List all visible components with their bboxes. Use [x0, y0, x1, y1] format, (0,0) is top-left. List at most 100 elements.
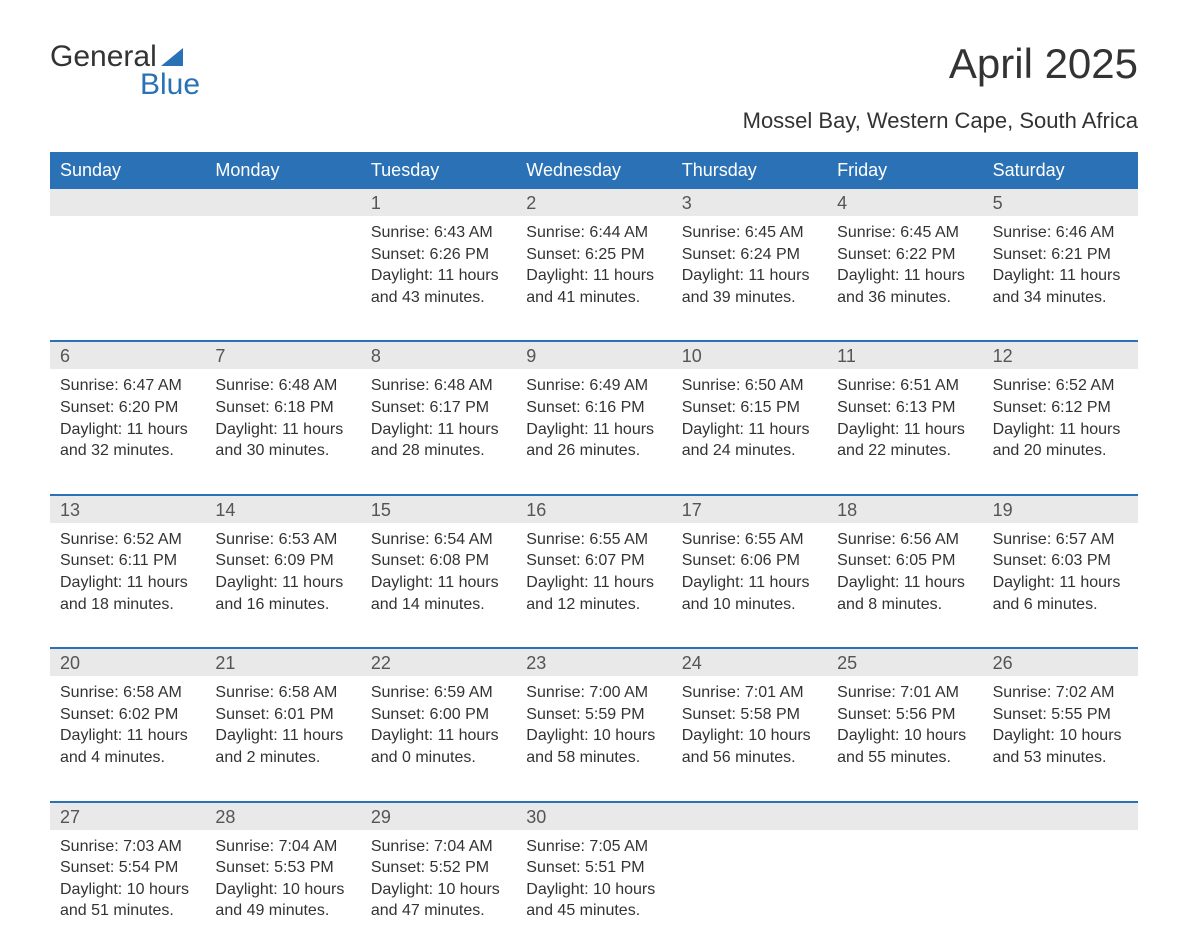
sunrise-line: Sunrise: 6:44 AM	[526, 222, 661, 244]
day-number: 30	[516, 803, 671, 830]
day-number: 14	[205, 496, 360, 523]
daylight-line: Daylight: 11 hours and 12 minutes.	[526, 572, 661, 615]
sunset-line: Sunset: 6:17 PM	[371, 397, 506, 419]
daylight-line: Daylight: 11 hours and 0 minutes.	[371, 725, 506, 768]
daylight-line: Daylight: 10 hours and 56 minutes.	[682, 725, 817, 768]
day-number	[983, 803, 1138, 830]
sunrise-line: Sunrise: 6:55 AM	[682, 529, 817, 551]
day-number: 7	[205, 342, 360, 369]
logo: General Blue	[50, 40, 200, 102]
day-number: 17	[672, 496, 827, 523]
sunset-line: Sunset: 6:05 PM	[837, 550, 972, 572]
daylight-line: Daylight: 11 hours and 39 minutes.	[682, 265, 817, 308]
sunset-line: Sunset: 6:15 PM	[682, 397, 817, 419]
sunset-line: Sunset: 5:53 PM	[215, 857, 350, 879]
day-number: 20	[50, 649, 205, 676]
daylight-line: Daylight: 11 hours and 43 minutes.	[371, 265, 506, 308]
daynum-row: 12345	[50, 189, 1138, 216]
day-number: 19	[983, 496, 1138, 523]
sunrise-line: Sunrise: 6:48 AM	[215, 375, 350, 397]
day-cell: Sunrise: 6:46 AMSunset: 6:21 PMDaylight:…	[983, 216, 1138, 330]
sunset-line: Sunset: 6:20 PM	[60, 397, 195, 419]
day-header: Tuesday	[361, 152, 516, 189]
sunset-line: Sunset: 6:18 PM	[215, 397, 350, 419]
sunrise-line: Sunrise: 6:55 AM	[526, 529, 661, 551]
sunrise-line: Sunrise: 6:58 AM	[60, 682, 195, 704]
daylight-line: Daylight: 11 hours and 30 minutes.	[215, 419, 350, 462]
daylight-line: Daylight: 11 hours and 24 minutes.	[682, 419, 817, 462]
day-number	[50, 189, 205, 216]
daynum-row: 27282930	[50, 803, 1138, 830]
sunset-line: Sunset: 6:25 PM	[526, 244, 661, 266]
day-number: 25	[827, 649, 982, 676]
sunset-line: Sunset: 5:56 PM	[837, 704, 972, 726]
day-cell: Sunrise: 6:55 AMSunset: 6:06 PMDaylight:…	[672, 523, 827, 637]
sunrise-line: Sunrise: 6:54 AM	[371, 529, 506, 551]
page-title: April 2025	[949, 40, 1138, 88]
cells-row: Sunrise: 7:03 AMSunset: 5:54 PMDaylight:…	[50, 830, 1138, 944]
day-number: 27	[50, 803, 205, 830]
day-number	[672, 803, 827, 830]
daynum-row: 20212223242526	[50, 649, 1138, 676]
sunrise-line: Sunrise: 7:00 AM	[526, 682, 661, 704]
sunrise-line: Sunrise: 6:52 AM	[993, 375, 1128, 397]
day-cell: Sunrise: 7:03 AMSunset: 5:54 PMDaylight:…	[50, 830, 205, 944]
sunset-line: Sunset: 6:11 PM	[60, 550, 195, 572]
day-cell: Sunrise: 7:05 AMSunset: 5:51 PMDaylight:…	[516, 830, 671, 944]
day-cell: Sunrise: 7:04 AMSunset: 5:52 PMDaylight:…	[361, 830, 516, 944]
day-header: Saturday	[983, 152, 1138, 189]
sunrise-line: Sunrise: 7:02 AM	[993, 682, 1128, 704]
daylight-line: Daylight: 11 hours and 41 minutes.	[526, 265, 661, 308]
sunset-line: Sunset: 6:16 PM	[526, 397, 661, 419]
sunrise-line: Sunrise: 6:45 AM	[682, 222, 817, 244]
daylight-line: Daylight: 10 hours and 55 minutes.	[837, 725, 972, 768]
cells-row: Sunrise: 6:58 AMSunset: 6:02 PMDaylight:…	[50, 676, 1138, 790]
sunrise-line: Sunrise: 6:46 AM	[993, 222, 1128, 244]
day-header: Friday	[827, 152, 982, 189]
sunrise-line: Sunrise: 7:04 AM	[215, 836, 350, 858]
day-cell: Sunrise: 6:54 AMSunset: 6:08 PMDaylight:…	[361, 523, 516, 637]
day-number: 18	[827, 496, 982, 523]
sunset-line: Sunset: 6:00 PM	[371, 704, 506, 726]
sunset-line: Sunset: 6:06 PM	[682, 550, 817, 572]
sunset-line: Sunset: 5:52 PM	[371, 857, 506, 879]
daylight-line: Daylight: 11 hours and 26 minutes.	[526, 419, 661, 462]
day-cell: Sunrise: 6:57 AMSunset: 6:03 PMDaylight:…	[983, 523, 1138, 637]
sunrise-line: Sunrise: 7:04 AM	[371, 836, 506, 858]
day-cell	[827, 830, 982, 944]
logo-triangle-icon	[161, 48, 183, 66]
day-cell: Sunrise: 6:50 AMSunset: 6:15 PMDaylight:…	[672, 369, 827, 483]
daylight-line: Daylight: 11 hours and 2 minutes.	[215, 725, 350, 768]
day-cell: Sunrise: 6:58 AMSunset: 6:02 PMDaylight:…	[50, 676, 205, 790]
day-number: 15	[361, 496, 516, 523]
sunrise-line: Sunrise: 7:01 AM	[682, 682, 817, 704]
day-header: Thursday	[672, 152, 827, 189]
day-cell: Sunrise: 6:43 AMSunset: 6:26 PMDaylight:…	[361, 216, 516, 330]
day-cell: Sunrise: 6:48 AMSunset: 6:17 PMDaylight:…	[361, 369, 516, 483]
daylight-line: Daylight: 11 hours and 20 minutes.	[993, 419, 1128, 462]
day-cell: Sunrise: 6:58 AMSunset: 6:01 PMDaylight:…	[205, 676, 360, 790]
daylight-line: Daylight: 11 hours and 22 minutes.	[837, 419, 972, 462]
daylight-line: Daylight: 11 hours and 4 minutes.	[60, 725, 195, 768]
day-cell: Sunrise: 6:59 AMSunset: 6:00 PMDaylight:…	[361, 676, 516, 790]
daylight-line: Daylight: 10 hours and 58 minutes.	[526, 725, 661, 768]
daylight-line: Daylight: 10 hours and 49 minutes.	[215, 879, 350, 922]
sunrise-line: Sunrise: 6:59 AM	[371, 682, 506, 704]
daylight-line: Daylight: 10 hours and 45 minutes.	[526, 879, 661, 922]
header: General Blue April 2025	[50, 40, 1138, 102]
sunset-line: Sunset: 6:08 PM	[371, 550, 506, 572]
sunset-line: Sunset: 5:55 PM	[993, 704, 1128, 726]
day-number	[827, 803, 982, 830]
sunset-line: Sunset: 6:02 PM	[60, 704, 195, 726]
day-cell: Sunrise: 6:53 AMSunset: 6:09 PMDaylight:…	[205, 523, 360, 637]
week: 6789101112Sunrise: 6:47 AMSunset: 6:20 P…	[50, 340, 1138, 483]
day-number: 2	[516, 189, 671, 216]
sunset-line: Sunset: 5:51 PM	[526, 857, 661, 879]
day-header: Monday	[205, 152, 360, 189]
daylight-line: Daylight: 11 hours and 18 minutes.	[60, 572, 195, 615]
day-cell: Sunrise: 6:52 AMSunset: 6:11 PMDaylight:…	[50, 523, 205, 637]
day-cell: Sunrise: 7:01 AMSunset: 5:58 PMDaylight:…	[672, 676, 827, 790]
sunrise-line: Sunrise: 6:43 AM	[371, 222, 506, 244]
sunset-line: Sunset: 5:58 PM	[682, 704, 817, 726]
day-cell: Sunrise: 6:56 AMSunset: 6:05 PMDaylight:…	[827, 523, 982, 637]
